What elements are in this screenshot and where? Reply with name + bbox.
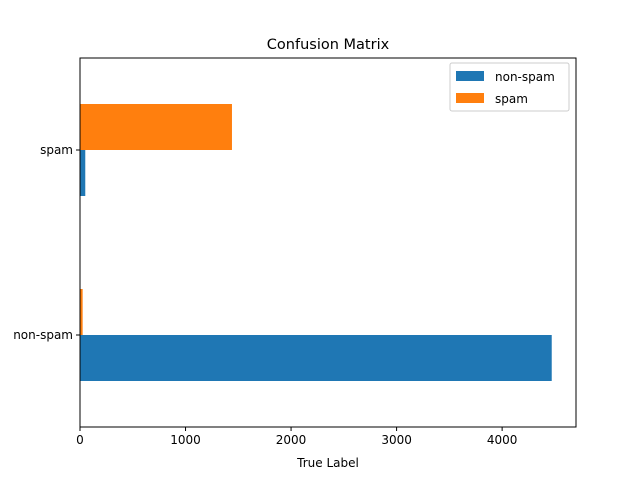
legend: non-spam spam (449, 62, 570, 112)
plot-area: 0 1000 2000 3000 4000 non-spam spam (13, 57, 577, 447)
x-tick-label: 2000 (276, 433, 307, 447)
x-tick-label: 4000 (487, 433, 518, 447)
bar-spam-non-spam (80, 289, 83, 335)
x-tick-label: 3000 (381, 433, 412, 447)
legend-label-spam: spam (495, 92, 528, 106)
y-tick-label: spam (40, 143, 73, 157)
x-tick-label: 0 (76, 433, 84, 447)
bar-spam-spam (80, 104, 232, 150)
legend-swatch-non-spam (456, 71, 484, 81)
x-axis-label: True Label (296, 456, 359, 470)
y-tick-label: non-spam (13, 328, 73, 342)
bar-non-spam-spam (80, 150, 86, 196)
legend-swatch-spam (456, 93, 484, 103)
legend-label-non-spam: non-spam (495, 70, 555, 84)
chart-title: Confusion Matrix (267, 37, 390, 53)
x-tick-label: 1000 (170, 433, 201, 447)
axes-frame (79, 57, 577, 428)
bar-non-spam-non-spam (80, 335, 552, 381)
